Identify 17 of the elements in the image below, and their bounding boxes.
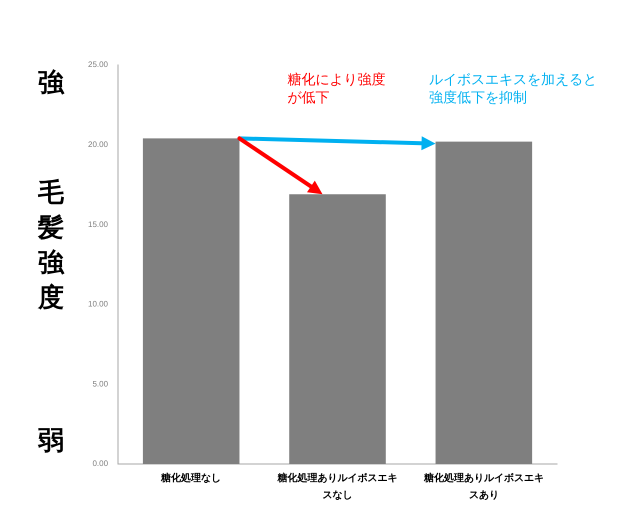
y-axis-title: 毛髪強度 — [38, 178, 66, 315]
annotation: 糖化により強度が低下 — [288, 71, 386, 108]
y-tick-label: 25.00 — [88, 60, 109, 70]
y-tick-label: 5.00 — [92, 379, 109, 388]
bar — [142, 138, 240, 464]
x-tick-label: 糖化処理ありルイボスエキスあり — [424, 472, 544, 503]
x-tick-label: 糖化処理ありルイボスエキスなし — [278, 472, 398, 503]
text: 強 — [38, 68, 64, 98]
annotation: ルイボスエキスを加えると強度低下を抑制 — [428, 71, 598, 108]
bar — [436, 142, 532, 464]
y-tick-label: 0.00 — [92, 459, 109, 468]
y-tick-label: 20.00 — [88, 140, 109, 150]
y-tick-label: 10.00 — [88, 300, 109, 309]
x-tick-label: 糖化処理なし — [160, 472, 222, 486]
y-tick-label: 15.00 — [88, 220, 109, 229]
bar — [289, 194, 386, 464]
text: 弱 — [38, 426, 64, 456]
